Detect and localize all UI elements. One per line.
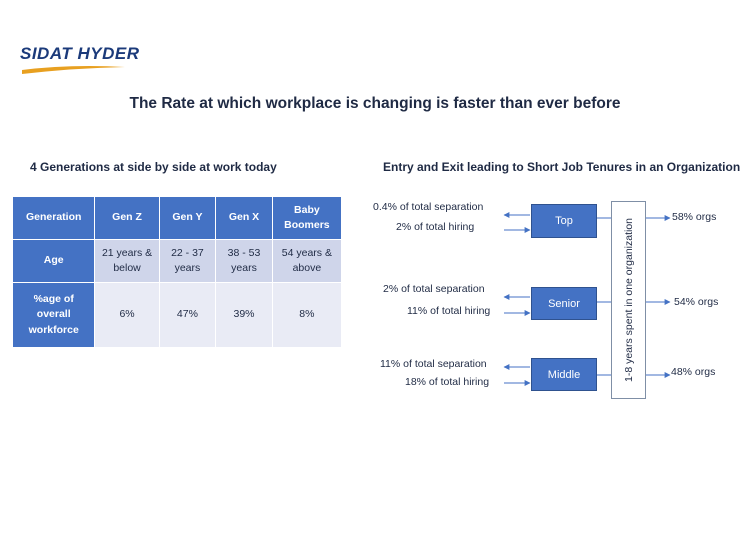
table-row: Age 21 years & below 22 - 37 years 38 - … (11, 239, 343, 283)
level-box-top: Top (531, 204, 597, 238)
table-cell: 21 years & below (94, 239, 160, 283)
table-cell: 39% (215, 282, 273, 348)
table-cell: 6% (94, 282, 160, 348)
middle-hiring-label: 18% of total hiring (405, 376, 490, 388)
table-cell: Gen Z (94, 196, 160, 240)
level-box-senior: Senior (531, 287, 597, 320)
page-title: The Rate at which workplace is changing … (129, 95, 621, 112)
table-cell: Age (11, 239, 96, 283)
table-cell: 47% (158, 282, 217, 348)
table-row: %age of overall workforce 6% 47% 39% 8% (11, 282, 343, 348)
logo-text: SIDAT HYDER (20, 44, 140, 63)
logo-swoosh-icon (22, 66, 125, 74)
senior-separation-label: 2% of total separation (383, 283, 485, 295)
company-logo: SIDAT HYDER (20, 44, 139, 78)
middle-separation-label: 11% of total separation (380, 358, 487, 370)
senior-orgs-label: 54% orgs (674, 296, 719, 308)
tenure-label: 1-8 years spent in one organization (622, 217, 635, 383)
middle-orgs-label: 48% orgs (671, 366, 716, 378)
top-orgs-label: 58% orgs (672, 211, 717, 223)
table-row: Generation Gen Z Gen Y Gen X Baby Boomer… (11, 196, 343, 240)
generations-table: Generation Gen Z Gen Y Gen X Baby Boomer… (11, 196, 343, 348)
tenure-heading: Entry and Exit leading to Short Job Tenu… (383, 160, 741, 174)
table-cell: Generation (11, 196, 96, 240)
tenure-box: 1-8 years spent in one organization (611, 201, 646, 399)
senior-hiring-label: 11% of total hiring (407, 305, 491, 317)
table-cell: %age of overall workforce (11, 282, 96, 348)
table-cell: 8% (271, 282, 343, 348)
top-hiring-label: 2% of total hiring (396, 221, 475, 233)
generations-heading: 4 Generations at side by side at work to… (30, 160, 277, 174)
level-box-middle: Middle (531, 358, 597, 391)
top-separation-label: 0.4% of total separation (373, 201, 484, 213)
table-cell: 54 years & above (271, 239, 343, 283)
